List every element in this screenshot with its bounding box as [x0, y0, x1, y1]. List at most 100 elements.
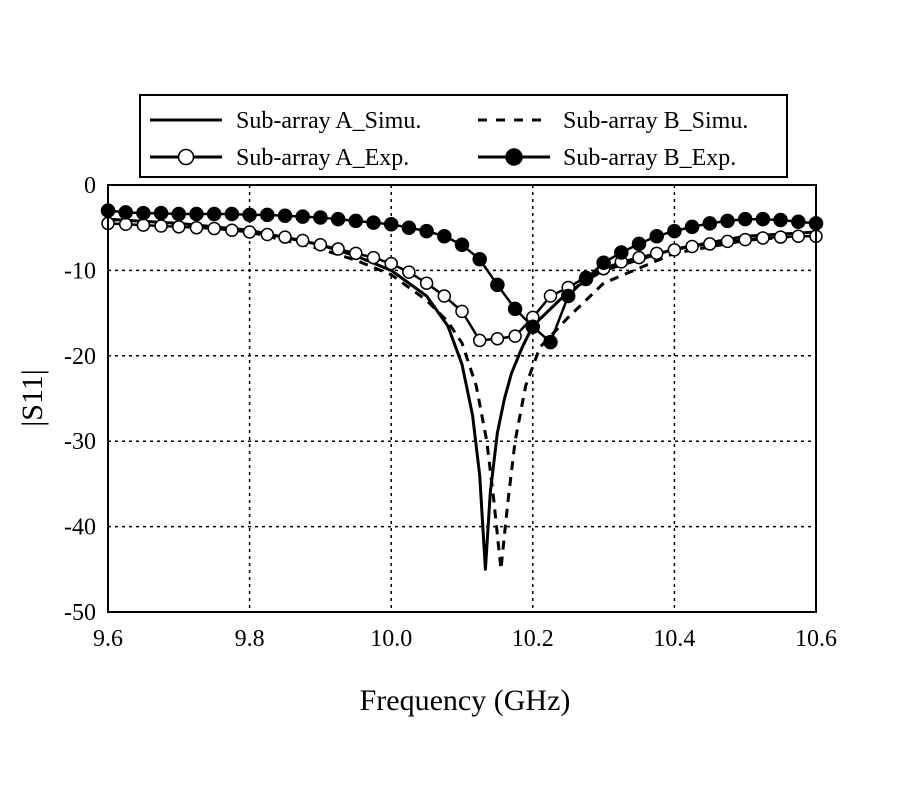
x-tick-label: 9.8: [235, 626, 265, 652]
x-tick-label: 10.6: [795, 626, 837, 652]
data-point-open: [791, 229, 806, 243]
data-point-filled: [153, 205, 169, 221]
data-point-filled: [560, 288, 576, 304]
data-point-open: [260, 227, 275, 242]
data-point-filled: [330, 211, 346, 227]
data-point-filled: [507, 301, 523, 317]
data-point-filled: [737, 211, 753, 227]
data-point-filled: [242, 207, 257, 223]
data-point-open: [419, 276, 434, 290]
data-point-open: [118, 217, 133, 232]
y-tick-label: -20: [64, 344, 96, 370]
data-point-open: [154, 219, 168, 233]
data-point-open: [543, 289, 558, 303]
y-tick-label: -40: [64, 515, 96, 541]
data-point-filled: [401, 220, 417, 235]
series-layer: [100, 203, 824, 571]
data-point-open: [172, 220, 186, 234]
data-point-filled: [472, 252, 487, 267]
data-point-open: [225, 223, 239, 238]
data-point-filled: [755, 211, 771, 227]
data-point-open: [313, 238, 328, 252]
data-point-open: [508, 329, 522, 343]
data-point-open: [189, 220, 204, 235]
data-point-open: [349, 246, 363, 261]
data-point-open: [242, 225, 257, 239]
data-point-filled: [171, 206, 187, 222]
data-point-open: [490, 331, 505, 346]
data-point-open: [472, 333, 487, 348]
data-point-filled: [454, 237, 470, 253]
y-tick-label: 0: [84, 173, 96, 199]
data-point-open: [455, 304, 469, 319]
legend-label-2: Sub-array B_Simu.: [563, 108, 748, 134]
data-point-open: [331, 242, 345, 256]
data-point-filled: [118, 205, 133, 220]
series-line-1: [107, 217, 817, 571]
y-tick-label: -30: [64, 429, 96, 455]
data-point-open: [685, 239, 699, 254]
data-point-open: [384, 256, 398, 271]
x-axis-label: Frequency (GHz): [360, 684, 571, 717]
legend-label-4: Sub-array B_Exp.: [563, 145, 736, 171]
data-point-open: [773, 230, 788, 244]
legend-box: [139, 94, 788, 178]
data-point-open: [720, 234, 735, 249]
data-point-open: [738, 232, 752, 247]
data-point-open: [756, 231, 770, 245]
data-point-filled: [791, 214, 806, 229]
data-point-filled: [437, 228, 452, 244]
data-point-filled: [631, 236, 647, 252]
data-point-filled: [525, 319, 541, 335]
data-point-filled: [348, 213, 364, 229]
data-point-filled: [206, 206, 222, 222]
data-point-filled: [383, 217, 399, 232]
data-point-open: [278, 230, 292, 244]
data-point-filled: [596, 255, 611, 270]
y-tick-label: -50: [64, 600, 96, 626]
data-point-open: [402, 265, 416, 279]
data-point-filled: [702, 216, 718, 231]
data-point-filled: [277, 208, 293, 223]
series-line-2: [107, 217, 817, 571]
tick-labels: 9.6 9.8 10.0 10.2 10.4 10.6 0 -10 -20 -30 -40 -50: [64, 173, 837, 652]
x-tick-label: 9.6: [93, 626, 123, 652]
legend-marker-3: [177, 148, 195, 166]
data-point-open: [632, 250, 646, 265]
data-point-filled: [189, 206, 204, 222]
data-point-open: [366, 250, 381, 265]
data-point-open: [703, 237, 717, 251]
data-point-filled: [578, 271, 594, 287]
x-tick-label: 10.2: [512, 626, 554, 652]
y-tick-label: -10: [64, 258, 96, 284]
data-point-filled: [720, 213, 735, 229]
plot-frame: [107, 184, 817, 613]
data-point-open: [649, 246, 664, 261]
data-point-filled: [313, 210, 328, 225]
legend: Sub-array A_Simu. Sub-array B_Simu. Sub-ar…: [139, 94, 788, 178]
legend-label-3: Sub-array A_Exp.: [236, 145, 409, 171]
data-point-filled: [773, 212, 788, 228]
legend-marker-4: [505, 148, 523, 166]
data-point-filled: [614, 245, 629, 260]
x-tick-label: 10.4: [653, 626, 695, 652]
data-point-open: [136, 218, 151, 232]
data-point-open: [207, 221, 221, 236]
data-point-filled: [419, 223, 434, 239]
data-point-filled: [490, 277, 505, 293]
data-point-filled: [543, 334, 558, 350]
data-point-open: [295, 233, 310, 248]
data-point-open: [667, 243, 682, 257]
data-point-filled: [684, 219, 700, 235]
x-tick-label: 10.0: [370, 626, 412, 652]
data-point-filled: [224, 206, 240, 222]
data-point-filled: [667, 223, 682, 239]
data-point-filled: [136, 205, 151, 221]
data-point-filled: [295, 209, 310, 224]
data-point-filled: [366, 215, 381, 230]
data-point-filled: [649, 228, 664, 244]
data-point-open: [437, 289, 452, 303]
data-point-filled: [260, 207, 275, 223]
legend-label-1: Sub-array A_Simu.: [236, 108, 421, 134]
